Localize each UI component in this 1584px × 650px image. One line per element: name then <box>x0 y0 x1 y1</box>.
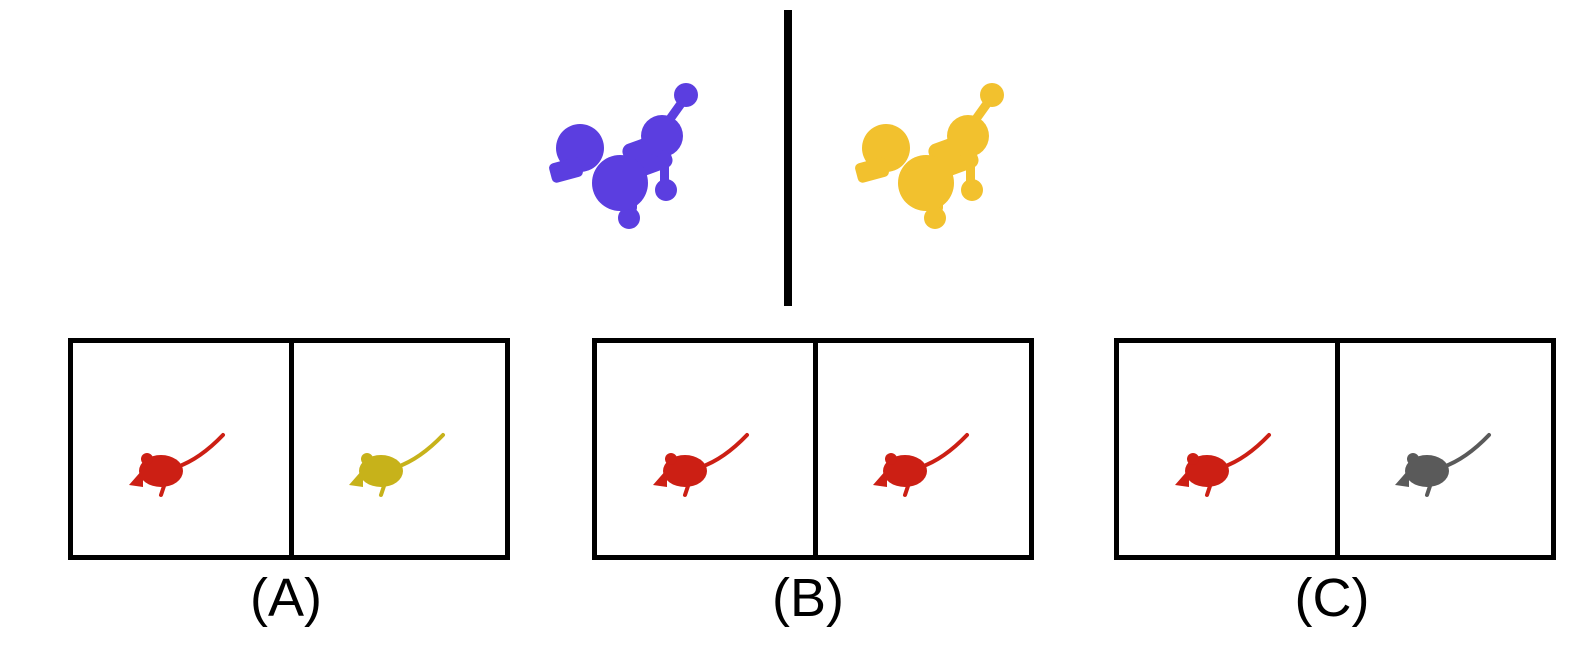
mouse-icon <box>653 433 749 497</box>
mouse-icon <box>1395 433 1491 497</box>
option-c-right-mouse <box>1391 429 1501 499</box>
option-c-label: (C) <box>1294 568 1370 628</box>
example-left-poodle <box>540 78 710 238</box>
option-b-right-mouse <box>869 429 979 499</box>
poodle-icon <box>855 83 1004 229</box>
pair-divider <box>784 10 792 306</box>
option-a-right-mouse <box>345 429 455 499</box>
option-divider <box>813 343 818 555</box>
mouse-icon <box>1175 433 1271 497</box>
option-a-box[interactable] <box>68 338 510 560</box>
option-b-box[interactable] <box>592 338 1034 560</box>
option-a-label: (A) <box>250 568 322 628</box>
example-right-poodle <box>846 78 1016 238</box>
poodle-icon <box>549 83 698 229</box>
option-b-label: (B) <box>772 568 844 628</box>
option-divider <box>289 343 294 555</box>
mouse-icon <box>129 433 225 497</box>
option-b-left-mouse <box>649 429 759 499</box>
option-c-box[interactable] <box>1114 338 1556 560</box>
mouse-icon <box>873 433 969 497</box>
option-c-left-mouse <box>1171 429 1281 499</box>
option-divider <box>1335 343 1340 555</box>
mouse-icon <box>349 433 445 497</box>
option-a-left-mouse <box>125 429 235 499</box>
